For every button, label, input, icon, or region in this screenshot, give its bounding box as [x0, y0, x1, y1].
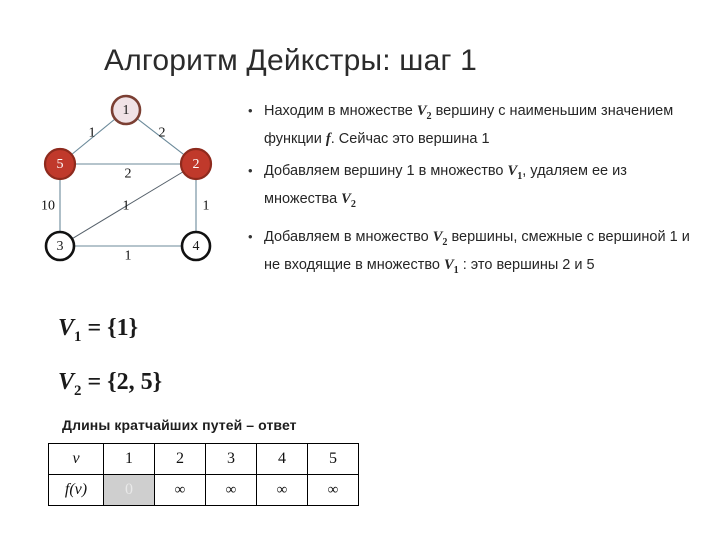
graph-node-4	[180, 230, 212, 262]
math-variable: V1	[507, 162, 523, 182]
math-variable: V2	[341, 190, 356, 210]
graph-node-3	[44, 230, 76, 262]
math-subscript: 1	[517, 170, 523, 182]
table-row: f(v) 0 ∞ ∞ ∞ ∞	[48, 474, 359, 506]
graph-edge-layer	[59, 118, 197, 247]
graph-node-label-5: 5	[57, 157, 64, 172]
edge-weight-2-4: 1	[203, 199, 210, 214]
bullet-text: Добавляем вершину 1 в множество V1, удал…	[264, 162, 627, 210]
math-variable: V2	[432, 228, 448, 248]
set-formula: V1 = {1}	[58, 306, 318, 360]
math-subscript: 2	[426, 110, 432, 122]
graph-node-layer: 1 5 2 3 4	[43, 94, 213, 262]
set-subscript: 2	[74, 382, 82, 399]
table-cell: 4	[256, 443, 308, 475]
bullet-dot-icon: •	[248, 228, 253, 244]
set-formula: V2 = {2, 5}	[58, 360, 318, 414]
math-variable: f	[325, 130, 331, 147]
edge-weight-5-1: 1	[89, 126, 96, 141]
bullet-item: • Добавляем вершину 1 в множество V1, уда…	[248, 160, 700, 216]
graph-diagram: 1 2 2 10 1 1 1 1 5 2 3 4	[14, 88, 246, 270]
graph-node-label-3: 3	[57, 239, 64, 254]
set-name: V2	[58, 368, 82, 399]
graph-node-2	[179, 147, 213, 181]
graph-svg: 1 2 2 10 1 1 1 1 5 2 3 4	[41, 94, 213, 264]
edge-weight-1-2: 2	[159, 126, 166, 141]
graph-weight-layer: 1 2 2 10 1 1 1	[41, 126, 210, 264]
table-cell: ∞	[256, 474, 308, 506]
edge-weight-5-3: 10	[41, 199, 55, 214]
table-cell: ∞	[307, 474, 359, 506]
table-row-header: f(v)	[48, 474, 104, 506]
bullet-dot-icon: •	[248, 162, 253, 178]
table-cell: 5	[307, 443, 359, 475]
bullet-item: • Добавляем в множество V2 вершины, смежн…	[248, 226, 700, 282]
graph-node-label-2: 2	[193, 157, 200, 172]
set-subscript: 1	[74, 328, 82, 345]
table-cell: ∞	[154, 474, 206, 506]
equals-sign: =	[81, 368, 108, 395]
math-subscript: 1	[453, 264, 459, 276]
set-value: {1}	[107, 315, 139, 341]
graph-node-5	[43, 147, 77, 181]
edge-weight-3-2: 1	[123, 199, 130, 214]
table-cell: 1	[103, 443, 155, 475]
bullet-item: • Находим в множестве V2 вершину с наимен…	[248, 100, 700, 150]
graph-edge-5-1	[71, 118, 116, 155]
math-variable: V1	[443, 256, 459, 276]
set-value: {2, 5}	[107, 368, 163, 395]
math-variable: V2	[416, 103, 432, 122]
set-name: V1	[58, 315, 82, 345]
table-row-header: v	[48, 443, 104, 475]
math-subscript: 2	[350, 198, 356, 210]
table-cell: 2	[154, 443, 206, 475]
bullet-dot-icon: •	[248, 103, 253, 118]
shortest-paths-table: v 1 2 3 4 5 f(v) 0 ∞ ∞ ∞ ∞	[48, 443, 359, 506]
table-cell: ∞	[205, 474, 257, 506]
edge-weight-3-4: 1	[125, 249, 132, 264]
bullet-text: Добавляем в множество V2 вершины, смежны…	[264, 228, 690, 276]
table-cell: 3	[205, 443, 257, 475]
math-subscript: 2	[442, 236, 448, 248]
page-title: Алгоритм Дейкстры: шаг 1	[104, 44, 478, 77]
bullet-list: • Находим в множестве V2 вершину с наимен…	[248, 100, 700, 291]
graph-node-label-4: 4	[193, 239, 200, 254]
table-cell-highlighted: 0	[103, 474, 155, 506]
bullet-text: Находим в множестве V2 вершину с наимень…	[264, 103, 674, 147]
set-formulas: V1 = {1} V2 = {2, 5}	[58, 306, 318, 414]
graph-node-label-1: 1	[123, 103, 130, 118]
equals-sign: =	[81, 315, 108, 341]
table-caption: Длины кратчайших путей – ответ	[62, 417, 297, 433]
graph-edge-3-2	[71, 171, 184, 240]
graph-node-1	[110, 94, 142, 126]
edge-weight-5-2: 2	[125, 167, 132, 182]
graph-edge-1-2	[136, 118, 185, 156]
